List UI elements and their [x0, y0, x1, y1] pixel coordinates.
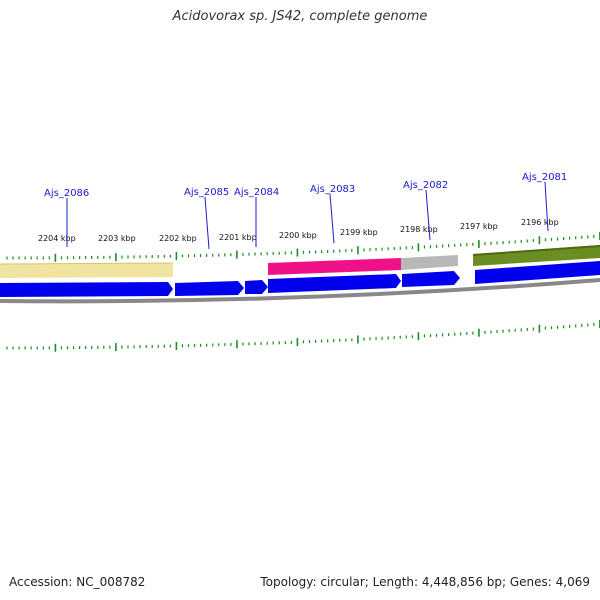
gene-labels: Ajs_2086 Ajs_2085 Ajs_2084 Ajs_2083 Ajs_…: [44, 172, 567, 250]
gene-label-line: [425, 189, 431, 241]
cds-arrow-ajs-2085[interactable]: [175, 281, 244, 296]
gene-label-ajs-2083[interactable]: Ajs_2083: [310, 184, 355, 195]
scale-label: 2204 kbp: [38, 234, 76, 243]
feature-yellow-segment[interactable]: [0, 263, 173, 278]
cds-arrow-ajs-2082[interactable]: [402, 271, 460, 287]
scale-label: 2196 kbp: [521, 218, 559, 227]
genome-summary-text: Topology: circular; Length: 4,448,856 bp…: [260, 575, 590, 589]
cds-arrow-ajs-2083[interactable]: [268, 274, 401, 293]
gene-label-ajs-2082[interactable]: Ajs_2082: [403, 180, 448, 191]
gene-label-line: [329, 193, 335, 244]
scale-label: 2203 kbp: [98, 234, 136, 243]
scale-label: 2200 kbp: [279, 231, 317, 240]
feature-yellow-outline: [0, 262, 174, 265]
feature-gray-segment[interactable]: [401, 255, 458, 270]
cds-arrow-ajs-2081[interactable]: [475, 261, 600, 284]
gene-label-ajs-2081[interactable]: Ajs_2081: [522, 172, 567, 183]
accession-text: Accession: NC_008782: [9, 575, 146, 589]
scale-label: 2202 kbp: [159, 234, 197, 243]
scale-label: 2199 kbp: [340, 228, 378, 237]
genome-title: Acidovorax sp. JS42, complete genome: [172, 9, 428, 24]
cds-arrow-ajs-2086[interactable]: [0, 282, 173, 297]
gene-label-ajs-2085[interactable]: Ajs_2085: [184, 187, 229, 198]
gene-label-ajs-2084[interactable]: Ajs_2084: [234, 187, 279, 198]
genome-backbone: [0, 278, 600, 304]
scale-labels: 2204 kbp 2203 kbp 2202 kbp 2201 kbp 2200…: [38, 218, 559, 243]
cds-arrow-ajs-2084[interactable]: [245, 280, 268, 294]
inner-tick-marks: [6, 320, 600, 352]
feature-pink-segment[interactable]: [268, 258, 401, 275]
feature-olive-segment[interactable]: [473, 245, 600, 266]
gene-label-ajs-2086[interactable]: Ajs_2086: [44, 188, 89, 199]
gene-label-line: [204, 196, 210, 250]
scale-label: 2201 kbp: [219, 233, 257, 242]
scale-label: 2198 kbp: [400, 225, 438, 234]
outer-tick-marks: [6, 232, 600, 262]
scale-label: 2197 kbp: [460, 222, 498, 231]
gene-label-line: [544, 181, 549, 232]
feature-olive-highlight: [472, 245, 600, 256]
